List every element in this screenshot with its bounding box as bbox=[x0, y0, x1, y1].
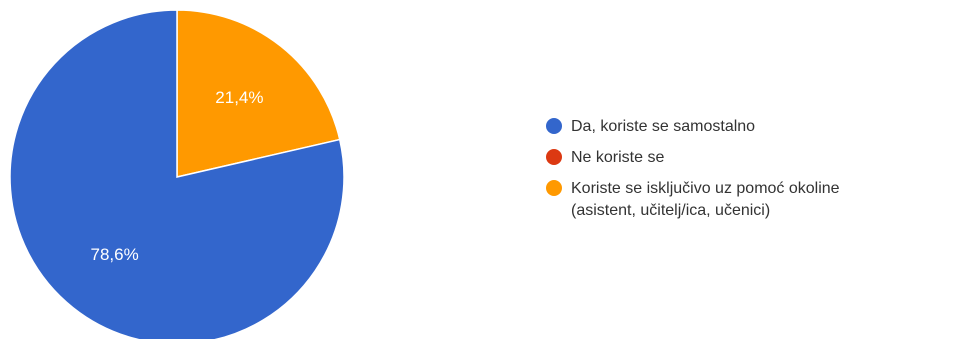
pie-slice-koriste-se-iskljucivo-uz-pomoc-okoline-a bbox=[176, 9, 341, 178]
legend-marker bbox=[546, 149, 562, 165]
legend-item-koriste-se-uz-pomoc-okoline: Koriste se isključivo uz pomoć okoline (… bbox=[546, 178, 946, 222]
legend-label: Da, koriste se samostalno bbox=[571, 118, 756, 135]
pie-slice-da-koriste-se-samostalno bbox=[9, 9, 345, 339]
legend-marker bbox=[546, 180, 562, 196]
legend-item-da-koriste-se-samostalno: Da, koriste se samostalno bbox=[546, 116, 946, 138]
slice-value-label: 78,6% bbox=[90, 245, 138, 264]
legend: Da, koriste se samostalno Ne koriste se … bbox=[546, 116, 946, 231]
slice-value-label: 21,4% bbox=[215, 88, 263, 107]
legend-marker bbox=[546, 118, 562, 134]
legend-item-ne-koriste-se: Ne koriste se bbox=[546, 147, 946, 169]
legend-label: Koriste se isključivo uz pomoć okoline (… bbox=[571, 180, 840, 219]
legend-label: Ne koriste se bbox=[571, 149, 665, 166]
